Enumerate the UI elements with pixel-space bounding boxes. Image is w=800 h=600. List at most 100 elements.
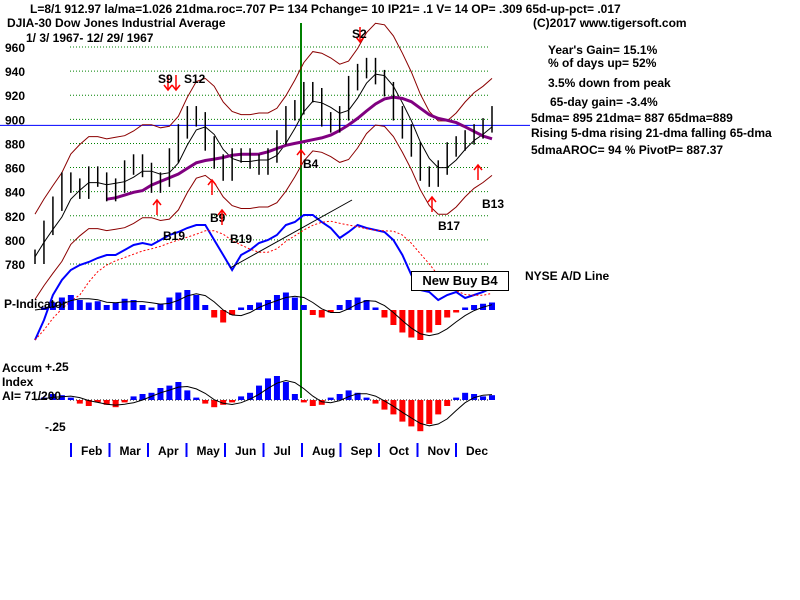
p-indicator-bar xyxy=(426,310,433,333)
signal-label: S2 xyxy=(352,27,367,41)
ai-bottom-tick: -.25 xyxy=(45,420,66,434)
upper-band xyxy=(34,22,493,215)
p-indicator-bar xyxy=(282,292,289,310)
p-indicator-bar xyxy=(256,302,263,310)
accum-bar xyxy=(130,396,137,400)
p-indicator-bar xyxy=(291,297,298,310)
accum-bar xyxy=(58,395,65,400)
accum-bar xyxy=(121,400,128,403)
accum-bar xyxy=(381,400,388,410)
month-label: Jul xyxy=(274,444,291,458)
p-indicator-bar xyxy=(94,301,101,310)
accum-bar xyxy=(417,400,424,432)
accum-bar xyxy=(103,400,110,405)
signal-label: B19 xyxy=(163,229,185,243)
p-indicator-bar xyxy=(148,307,155,310)
accum-bar xyxy=(202,400,209,404)
accum-bar xyxy=(85,400,92,406)
stats-line: L=8/1 912.97 la/ma=1.026 21dma.roc=.707 … xyxy=(30,2,621,16)
p-indicator-bar xyxy=(238,307,245,310)
p-indicator-bar xyxy=(345,300,352,310)
p-indicator-bar xyxy=(471,305,478,310)
accum-bar xyxy=(291,394,298,400)
accum-bar xyxy=(282,382,289,400)
new-buy-box: New Buy B4 xyxy=(411,271,509,291)
p-indicator-bar xyxy=(336,305,343,310)
p-indicator-bar xyxy=(184,290,191,310)
signal-arrowhead xyxy=(207,178,217,186)
accum-bar xyxy=(264,378,271,400)
y-tick-label: 840 xyxy=(5,186,25,200)
p-indicator-bar xyxy=(363,300,370,310)
p-indicator-bar xyxy=(193,295,200,310)
accum-label: Accum xyxy=(2,361,43,375)
y-tick-label: 880 xyxy=(5,137,25,151)
nyse-ad-label: NYSE A/D Line xyxy=(525,269,610,283)
accum-bar xyxy=(489,395,495,400)
p-indicator-bar xyxy=(309,310,316,315)
accum-bar xyxy=(220,400,227,405)
month-label: Jun xyxy=(235,444,256,458)
p-indicator-bar xyxy=(121,298,128,310)
accum-bar xyxy=(76,400,83,404)
y-tick-label: 800 xyxy=(5,234,25,248)
p-indicator-bar xyxy=(453,310,460,313)
down-from-peak: 3.5% down from peak xyxy=(548,76,671,90)
accum-bar xyxy=(327,397,334,400)
copyright: (C)2017 www.tigersoft.com xyxy=(533,16,687,30)
month-label: Feb xyxy=(81,444,102,458)
p-indicator-bar xyxy=(435,310,442,325)
accum-bar xyxy=(318,400,325,405)
accum-bar xyxy=(238,396,245,400)
ma-65-line xyxy=(106,95,493,201)
y-tick-label: 820 xyxy=(5,210,25,224)
signal-arrowhead xyxy=(217,208,227,216)
month-label: Oct xyxy=(389,444,409,458)
signal-label: S12 xyxy=(184,72,206,86)
accum-bar xyxy=(399,400,406,422)
accum-bar xyxy=(435,400,442,415)
accum-bar xyxy=(256,385,263,400)
month-label: Nov xyxy=(428,444,451,458)
accum-bar xyxy=(94,400,101,403)
p-indicator-bar xyxy=(327,310,334,313)
signal-label: B19 xyxy=(230,232,252,246)
gain-65: 65-day gain= -3.4% xyxy=(550,95,658,109)
p-indicator-bar xyxy=(417,310,424,340)
accum-bar xyxy=(273,376,280,400)
p-indicator-bar xyxy=(58,297,65,310)
accum-bar xyxy=(363,397,370,400)
accum-ma xyxy=(34,379,493,427)
p-indicator-bar xyxy=(130,300,137,310)
p-indicator-bar xyxy=(399,310,406,333)
accum-bar xyxy=(444,400,451,406)
p-indicator-bar xyxy=(67,295,74,310)
accum-bar xyxy=(354,392,361,400)
ai-top-tick: +.25 xyxy=(45,360,69,374)
ma-21-line xyxy=(34,73,493,258)
accum-bar xyxy=(157,388,164,400)
accum-bar xyxy=(471,394,478,400)
lower-band xyxy=(34,124,493,300)
month-label: Dec xyxy=(466,444,488,458)
years-gain: Year's Gain= 15.1% xyxy=(548,43,658,57)
accum-bar xyxy=(184,390,191,400)
accum-bar xyxy=(229,400,236,403)
days-up: % of days up= 52% xyxy=(548,56,657,70)
p-indicator-bar xyxy=(220,310,227,323)
accum-bar xyxy=(426,400,433,424)
month-label: Aug xyxy=(312,444,335,458)
month-label: Mar xyxy=(120,444,142,458)
dma-values: 5dma= 895 21dma= 887 65dma=889 xyxy=(531,111,733,125)
accum-bar xyxy=(112,400,119,408)
accum-bar xyxy=(139,394,146,400)
y-tick-label: 900 xyxy=(5,113,25,127)
month-label: May xyxy=(197,444,221,458)
ad-ma-line xyxy=(34,220,493,341)
accum-bar xyxy=(247,392,254,400)
p-indicator-bar xyxy=(202,305,209,310)
p-indicator-bar xyxy=(139,305,146,310)
signal-arrowhead xyxy=(355,36,365,44)
